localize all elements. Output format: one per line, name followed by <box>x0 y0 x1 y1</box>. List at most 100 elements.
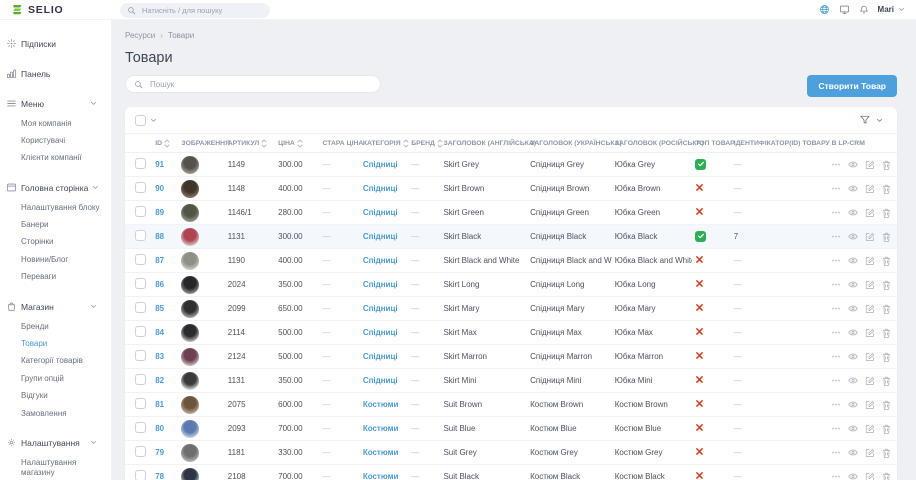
view-button[interactable] <box>847 351 859 362</box>
sidebar-item-menu[interactable]: Меню <box>0 92 111 115</box>
sidebar-item-block-settings[interactable]: Налаштування блоку <box>21 202 100 212</box>
category-link[interactable]: Спідниці <box>362 160 398 169</box>
global-search-input[interactable] <box>140 4 260 16</box>
sidebar-item-users[interactable]: Користувачі <box>21 135 66 145</box>
more-actions-button[interactable] <box>830 399 842 410</box>
sidebar-item-advantages[interactable]: Переваги <box>21 272 57 282</box>
edit-button[interactable] <box>864 303 876 314</box>
sidebar-item-banners[interactable]: Банери <box>21 220 49 230</box>
edit-button[interactable] <box>864 231 876 242</box>
category-link[interactable]: Спідниці <box>362 184 398 193</box>
sidebar-item-company-clients[interactable]: Клієнти компанії <box>21 153 82 163</box>
delete-button[interactable] <box>881 279 892 291</box>
sidebar-item-settings[interactable]: Налаштування <box>0 431 111 454</box>
edit-button[interactable] <box>864 159 876 170</box>
more-actions-button[interactable] <box>830 375 842 386</box>
category-link[interactable]: Спідниці <box>362 208 398 217</box>
more-actions-button[interactable] <box>830 231 842 242</box>
view-button[interactable] <box>847 303 859 314</box>
view-button[interactable] <box>847 279 859 290</box>
edit-button[interactable] <box>864 423 876 434</box>
delete-button[interactable] <box>881 255 892 267</box>
edit-button[interactable] <box>864 399 876 410</box>
edit-button[interactable] <box>864 279 876 290</box>
category-link[interactable]: Спідниці <box>362 328 398 337</box>
sidebar-item-product-categories[interactable]: Категорії товарів <box>21 356 83 366</box>
product-id-link[interactable]: 89 <box>155 208 165 217</box>
product-id-link[interactable]: 85 <box>155 304 165 313</box>
breadcrumb-resources[interactable]: Ресурси <box>125 31 156 40</box>
sort-icon[interactable] <box>164 139 170 148</box>
category-link[interactable]: Спідниці <box>362 232 398 241</box>
sidebar-item-news-blog[interactable]: Новини/Блог <box>21 254 69 264</box>
edit-button[interactable] <box>864 471 876 480</box>
view-button[interactable] <box>847 231 859 242</box>
category-link[interactable]: Спідниці <box>362 280 398 289</box>
delete-button[interactable] <box>881 351 892 363</box>
sidebar-item-pages[interactable]: Сторінки <box>21 237 54 247</box>
sort-icon[interactable] <box>437 139 443 148</box>
sidebar-item-orders[interactable]: Замовлення <box>21 408 67 418</box>
sidebar-item-my-company[interactable]: Моя компанія <box>21 118 72 128</box>
product-id-link[interactable]: 90 <box>155 184 165 193</box>
category-link[interactable]: Костюми <box>362 424 399 433</box>
view-button[interactable] <box>847 471 859 480</box>
delete-button[interactable] <box>881 207 892 219</box>
more-actions-button[interactable] <box>830 423 842 434</box>
user-menu[interactable]: Mari <box>878 5 905 14</box>
view-button[interactable] <box>847 423 859 434</box>
view-button[interactable] <box>847 159 859 170</box>
row-checkbox[interactable] <box>135 422 146 433</box>
more-actions-button[interactable] <box>830 207 842 218</box>
row-checkbox[interactable] <box>135 446 146 457</box>
sidebar-item-products[interactable]: Товари <box>21 339 48 349</box>
category-link[interactable]: Костюми <box>362 472 399 480</box>
row-checkbox[interactable] <box>135 374 146 385</box>
row-checkbox[interactable] <box>135 398 146 409</box>
globe-icon[interactable] <box>819 4 830 15</box>
sort-icon[interactable] <box>297 139 303 148</box>
more-actions-button[interactable] <box>830 279 842 290</box>
view-button[interactable] <box>847 375 859 386</box>
view-button[interactable] <box>847 447 859 458</box>
row-checkbox[interactable] <box>135 302 146 313</box>
sidebar-item-reviews[interactable]: Відгуки <box>21 391 48 401</box>
sort-icon[interactable] <box>403 139 409 148</box>
category-link[interactable]: Спідниці <box>362 304 398 313</box>
category-link[interactable]: Спідниці <box>362 256 398 265</box>
row-checkbox[interactable] <box>135 230 146 241</box>
product-id-link[interactable]: 91 <box>155 160 165 169</box>
product-id-link[interactable]: 79 <box>155 448 165 457</box>
more-actions-button[interactable] <box>830 303 842 314</box>
select-options-chevron-icon[interactable] <box>150 117 157 124</box>
sidebar-item-brands[interactable]: Бренди <box>21 321 49 331</box>
global-search[interactable] <box>120 2 270 18</box>
col-sku[interactable]: АРТИКУЛ <box>224 134 276 153</box>
delete-button[interactable] <box>881 231 892 243</box>
product-id-link[interactable]: 82 <box>155 376 165 385</box>
delete-button[interactable] <box>881 471 892 480</box>
delete-button[interactable] <box>881 375 892 387</box>
edit-button[interactable] <box>864 375 876 386</box>
product-id-link[interactable]: 87 <box>155 256 165 265</box>
delete-button[interactable] <box>881 303 892 315</box>
delete-button[interactable] <box>881 183 892 195</box>
sidebar-item-shop-settings[interactable]: Налаштування магазину <box>21 457 77 478</box>
more-actions-button[interactable] <box>830 447 842 458</box>
row-checkbox[interactable] <box>135 158 146 169</box>
sidebar-item-option-groups[interactable]: Групи опцій <box>21 373 64 383</box>
edit-button[interactable] <box>864 447 876 458</box>
sidebar-item-subscriptions[interactable]: Підписки <box>0 32 111 55</box>
product-id-link[interactable]: 81 <box>155 400 165 409</box>
sidebar-item-home-page[interactable]: Головна сторінка <box>0 176 111 199</box>
delete-button[interactable] <box>881 327 892 339</box>
edit-button[interactable] <box>864 183 876 194</box>
category-link[interactable]: Спідниці <box>362 352 398 361</box>
row-checkbox[interactable] <box>135 206 146 217</box>
col-category[interactable]: КАТЕГОРІЯ <box>359 134 409 153</box>
col-brand[interactable]: БРЕНД <box>408 134 443 153</box>
sidebar-item-dashboard[interactable]: Панель <box>0 62 111 85</box>
delete-button[interactable] <box>881 159 892 171</box>
col-price[interactable]: ЦІНА <box>275 134 320 153</box>
create-product-button[interactable]: Створити Товар <box>807 75 897 97</box>
